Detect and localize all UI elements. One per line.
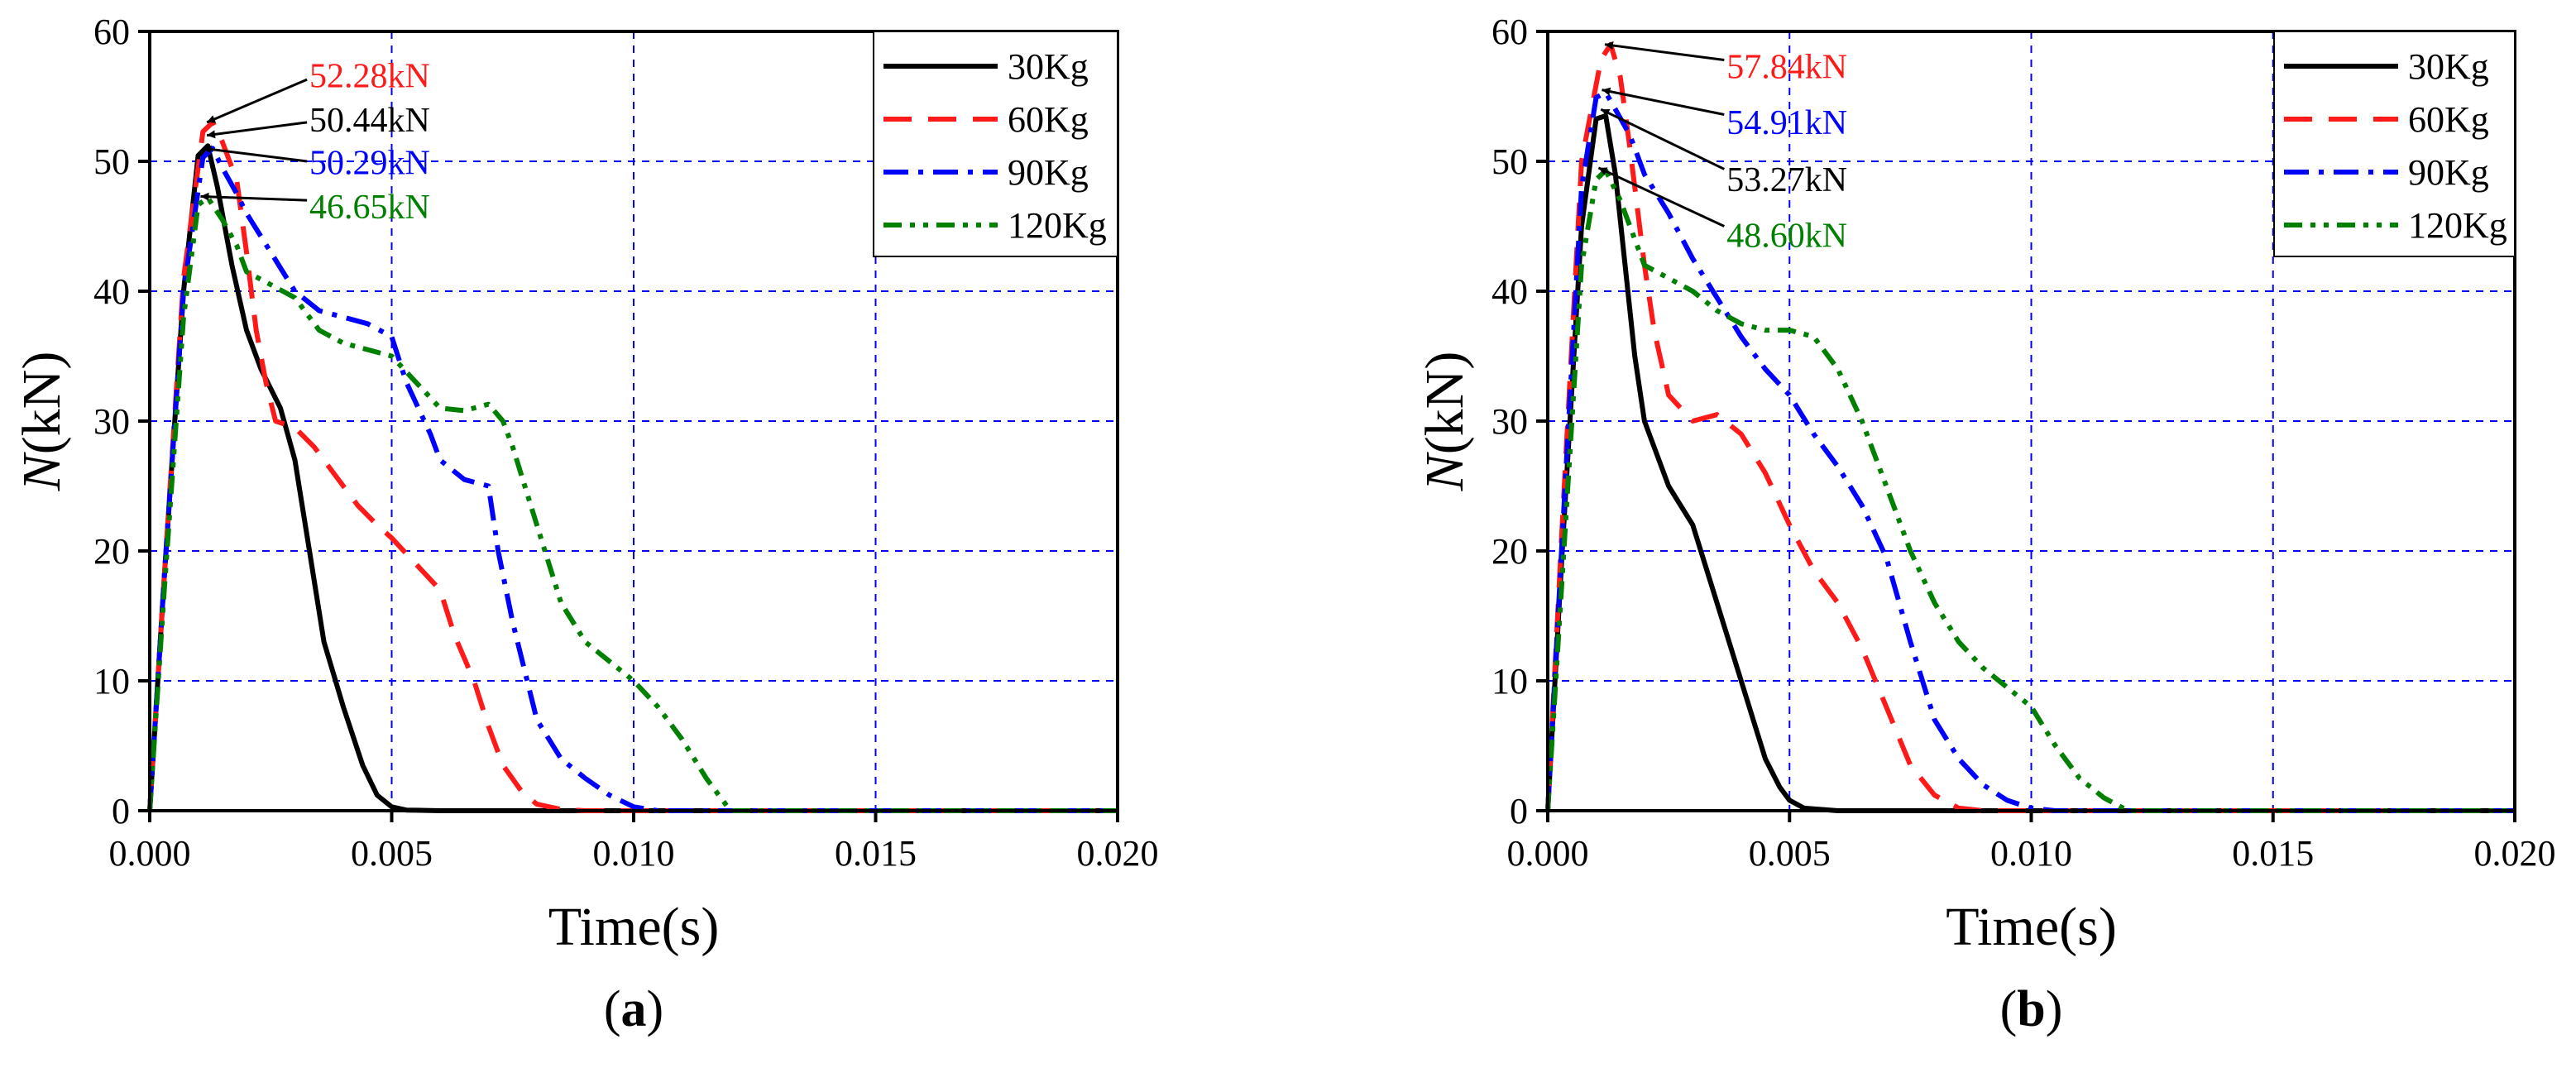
chart-b-x-tick-label-0: 0.000 (1507, 833, 1589, 874)
chart-b-y-tick-label-6: 60 (1491, 12, 1528, 52)
chart-b-series-line-90kg (1545, 89, 2515, 813)
chart-b-annotation-label-2: 53.27kN (1726, 161, 1847, 199)
chart-b-legend-label-120kg: 120Kg (2408, 205, 2507, 246)
chart-a-annotation-arrow-0 (206, 78, 308, 124)
chart-a-y-tick-label-4: 40 (93, 271, 130, 312)
chart-b-legend-box (2273, 31, 2516, 257)
chart-b-y-tick-label-4: 40 (1491, 271, 1528, 312)
chart-a-series-line-90kg (147, 146, 1118, 813)
chart-a-panel-label-close: ) (647, 981, 664, 1037)
chart-a-y-tick-label-5: 50 (93, 141, 130, 182)
chart-b-y-axis-label-symbol: N (1415, 451, 1475, 491)
chart-b-panel-label: (b) (2000, 981, 2063, 1037)
chart-a-panel-label-letter: a (621, 981, 647, 1037)
chart-a-series-line-60kg (147, 119, 1118, 813)
chart-a-annotation-label-1: 50.44kN (309, 102, 430, 140)
chart-a-y-tick-label-2: 20 (93, 531, 130, 572)
chart-b-legend-label-90kg: 90Kg (2408, 152, 2489, 193)
chart-a-x-tick-label-3: 0.015 (835, 833, 917, 874)
chart-a-y-tick-label-6: 60 (93, 12, 130, 52)
chart-b-series-line-120kg (1545, 168, 2515, 813)
chart-a-series-line-120kg (147, 195, 1118, 813)
chart-b-y-tick-label-5: 50 (1491, 141, 1528, 182)
chart-a-x-tick-label-1: 0.005 (351, 833, 433, 874)
chart-b-annotation-label-3: 48.60kN (1726, 217, 1847, 255)
chart-a-y-tick-label-0: 0 (112, 791, 130, 831)
chart-b-x-axis-label: Time(s) (1946, 897, 2117, 957)
chart-a-annotation-arrow-1 (206, 121, 308, 139)
chart-a-x-tick-label-4: 0.020 (1077, 833, 1159, 874)
chart-a-legend-label-90kg: 90Kg (1008, 152, 1089, 193)
chart-b-annotation-label-1: 54.91kN (1726, 104, 1847, 142)
chart-b-series-line-30kg (1545, 113, 2515, 813)
chart-panel-b: 0.000 0.005 0.010 0.015 0.020 0 10 20 30 40 50 60 Ti… (1415, 12, 2556, 1037)
chart-b-panel-label-close: ) (2046, 981, 2063, 1037)
chart-a-x-tick-label-0: 0.000 (109, 833, 191, 874)
chart-b-y-axis-label-unit: (kN) (1415, 352, 1475, 455)
chart-b-y-tick-label-2: 20 (1491, 531, 1528, 572)
chart-a-legend-box (873, 31, 1118, 257)
chart-b-legend-label-30kg: 30Kg (2408, 46, 2489, 87)
chart-b-annotation-arrow-3 (1597, 166, 1725, 227)
chart-b-y-tick-label-3: 30 (1491, 401, 1528, 442)
chart-a-legend-label-30kg: 30Kg (1008, 46, 1089, 87)
chart-b-annotation-arrow-0 (1604, 41, 1725, 62)
chart-a-panel-label: (a) (604, 981, 663, 1037)
chart-b-x-tick-label-2: 0.010 (1990, 833, 2072, 874)
chart-a-annotation-label-3: 46.65kN (309, 189, 430, 227)
chart-a-panel-label-open: ( (604, 981, 621, 1037)
chart-a-series-line-30kg (147, 143, 1118, 813)
chart-panel-a: 0.000 0.005 0.010 0.015 0.020 0 10 20 30 40 50 60 Ti… (12, 12, 1159, 1037)
chart-b-x-tick-label-3: 0.015 (2232, 833, 2314, 874)
chart-a-y-axis-label-unit: (kN) (12, 352, 72, 455)
chart-a-y-axis-label: N(kN) (12, 352, 72, 492)
chart-b-x-tick-label-4: 0.020 (2474, 833, 2556, 874)
chart-a-y-axis-label-symbol: N (12, 451, 72, 491)
chart-a-annotation-label-2: 50.29kN (309, 145, 430, 183)
chart-a-annotation-label-0: 52.28kN (309, 57, 430, 95)
chart-a-legend-label-60kg: 60Kg (1008, 99, 1089, 140)
chart-b-panel-label-letter: b (2017, 981, 2045, 1037)
chart-b-y-tick-label-1: 10 (1491, 661, 1528, 702)
chart-b-y-tick-label-0: 0 (1510, 791, 1528, 831)
chart-b-x-tick-label-1: 0.005 (1749, 833, 1831, 874)
chart-b-annotation-label-0: 57.84kN (1726, 48, 1847, 86)
chart-a-annotation-arrow-3 (200, 192, 308, 202)
chart-a-annotation-arrow-2 (203, 145, 308, 163)
chart-b-legend-label-60kg: 60Kg (2408, 99, 2489, 140)
chart-b-panel-label-open: ( (2000, 981, 2018, 1037)
chart-b-y-axis-label: N(kN) (1415, 352, 1475, 492)
chart-b-annotation-arrow-2 (1600, 108, 1725, 170)
chart-b-annotation-arrow-1 (1602, 87, 1725, 116)
chart-a-y-tick-label-3: 30 (93, 401, 130, 442)
chart-a-x-axis-label: Time(s) (548, 897, 720, 957)
chart-a-y-tick-label-1: 10 (93, 661, 130, 702)
chart-a-legend-label-120kg: 120Kg (1008, 205, 1107, 246)
chart-a-x-tick-label-2: 0.010 (593, 833, 675, 874)
